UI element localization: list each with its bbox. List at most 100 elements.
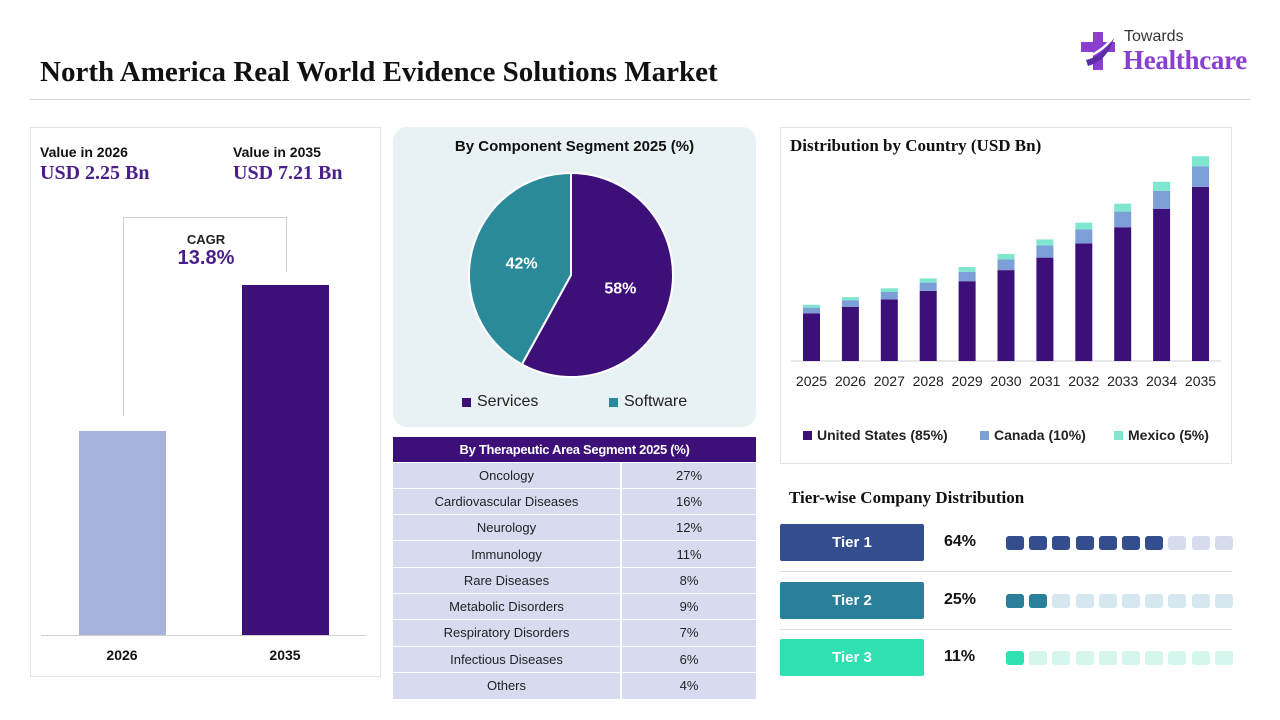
x-tick-label: 2032 <box>1068 373 1099 389</box>
logo-cross-icon <box>1081 32 1115 70</box>
bar-segment-canada <box>1036 245 1054 258</box>
bar-segment-us <box>958 281 976 361</box>
logo-text-top: Towards <box>1124 28 1184 45</box>
x-tick-label: 2031 <box>1029 373 1060 389</box>
legend-label: Software <box>624 393 688 410</box>
table-row: Oncology 27% <box>393 461 756 489</box>
bar-segment-canada <box>1192 166 1209 187</box>
tier-label-3: Tier 3 <box>780 639 924 676</box>
tier-segment-empty <box>1168 594 1187 608</box>
x-tick-label: 2034 <box>1146 373 1177 389</box>
tier-segment-empty <box>1052 651 1071 665</box>
therapeutic-area-table: By Therapeutic Area Segment 2025 (%) Onc… <box>393 437 756 699</box>
tier-segment-empty <box>1122 651 1140 665</box>
tier-percentage: 11% <box>944 648 976 665</box>
x-tick-label: 2030 <box>990 373 1021 389</box>
bar-segment-mexico <box>803 304 820 308</box>
tier-segment-empty <box>1168 536 1187 550</box>
tier-divider <box>780 629 1232 630</box>
bar-segment-us <box>919 290 937 361</box>
x-tick-label: 2035 <box>269 647 301 663</box>
bar-segment-canada <box>958 271 976 282</box>
x-tick-label: 2026 <box>835 373 866 389</box>
table-row: Infectious Diseases 6% <box>393 645 756 673</box>
tier-segment-filled <box>1075 536 1094 550</box>
tier-segment-empty <box>1191 536 1210 550</box>
bar-segment-canada <box>919 282 937 291</box>
tier-title: Tier-wise Company Distribution <box>789 488 1025 507</box>
tier-segment-filled <box>1006 651 1024 665</box>
area-share-cell: 27% <box>621 461 756 489</box>
area-name-cell: Others <box>393 671 622 699</box>
bar-segment-us <box>880 299 898 361</box>
tier-segment-filled <box>1006 594 1024 608</box>
area-share-cell: 16% <box>621 487 756 515</box>
cagr-label: CAGR <box>186 232 226 247</box>
tier-segment-empty <box>1075 594 1094 608</box>
pie-title: By Component Segment 2025 (%) <box>454 138 695 155</box>
bar-segment-canada <box>997 259 1015 271</box>
tier-segment-filled <box>1098 536 1117 550</box>
pie-slice-software <box>468 171 572 366</box>
tier-segment-filled <box>1006 536 1024 550</box>
pie-data-label: 42% <box>506 255 538 272</box>
pie-data-label: 58% <box>604 281 636 298</box>
value-summary-panel: Value in 2026 USD 2.25 Bn Value in 2035 … <box>30 127 381 677</box>
bar-segment-mexico <box>841 297 859 301</box>
value-2035-amount: USD 7.21 Bn <box>233 162 343 184</box>
area-share-cell: 12% <box>621 514 756 541</box>
pie-slice-services <box>520 171 674 378</box>
bar-segment-us <box>1192 186 1209 361</box>
bar-2035 <box>242 285 329 635</box>
value-2026-label: Value in 2026 <box>40 144 128 160</box>
legend-swatch <box>980 430 989 440</box>
area-name-cell: Rare Diseases <box>393 566 622 594</box>
area-share-cell: 9% <box>621 592 756 620</box>
bar-2026 <box>79 431 166 635</box>
tier-segment-empty <box>1029 651 1048 665</box>
tier-divider <box>780 571 1232 572</box>
legend-item-us: United States (85%) <box>803 427 948 443</box>
legend-swatch <box>609 397 618 407</box>
tier-segment-empty <box>1122 594 1140 608</box>
area-name-cell: Metabolic Disorders <box>393 592 622 620</box>
tier-segment-empty <box>1098 651 1117 665</box>
legend-item-canada: Canada (10%) <box>980 427 1086 443</box>
pie-chart: 58% 42% <box>468 171 674 378</box>
tier-segment-empty <box>1191 651 1210 665</box>
table-row: Others 4% <box>393 671 756 699</box>
table-row: Metabolic Disorders 9% <box>393 592 756 620</box>
area-share-cell: 11% <box>621 540 756 568</box>
bar-segment-us <box>1153 208 1171 361</box>
bar-segment-canada <box>1075 229 1093 244</box>
tier-segment-filled <box>1122 536 1140 550</box>
area-share-cell: 4% <box>621 671 756 699</box>
bar-segment-mexico <box>958 266 976 272</box>
tier-segment-empty <box>1098 594 1117 608</box>
area-share-cell: 6% <box>621 645 756 673</box>
area-name-cell: Respiratory Disorders <box>393 619 622 647</box>
tier-label-2: Tier 2 <box>780 582 924 619</box>
x-tick-label: 2035 <box>1185 373 1216 389</box>
tier-segment-filled <box>1145 536 1164 550</box>
x-tick-label: 2028 <box>913 373 944 389</box>
page-title: North America Real World Evidence Soluti… <box>40 56 718 88</box>
cagr-box: CAGR 13.8% <box>123 217 287 272</box>
cagr-connector <box>123 272 124 416</box>
x-tick-label: 2029 <box>952 373 983 389</box>
country-distribution-panel: Distribution by Country (USD Bn) 2025 202… <box>780 127 1232 464</box>
tier-segment-empty <box>1075 651 1094 665</box>
bar-segment-canada <box>803 307 820 314</box>
logo-text-main: Healthcare <box>1123 45 1247 75</box>
bar-segment-mexico <box>1075 222 1093 230</box>
x-tick-label: 2027 <box>874 373 905 389</box>
value-2026-amount: USD 2.25 Bn <box>40 162 150 184</box>
legend-swatch <box>1114 430 1123 440</box>
bar-segment-canada <box>1153 190 1171 209</box>
country-stacked-bar-chart: 2025 2026 2027 2028 2029 2030 2031 2032 2033 2034… <box>791 156 1221 389</box>
tier-segment-empty <box>1168 651 1187 665</box>
title-divider <box>30 99 1250 100</box>
value-2035-label: Value in 2035 <box>233 144 321 160</box>
bar-segment-mexico <box>997 253 1015 260</box>
bar-segment-mexico <box>1192 156 1209 167</box>
